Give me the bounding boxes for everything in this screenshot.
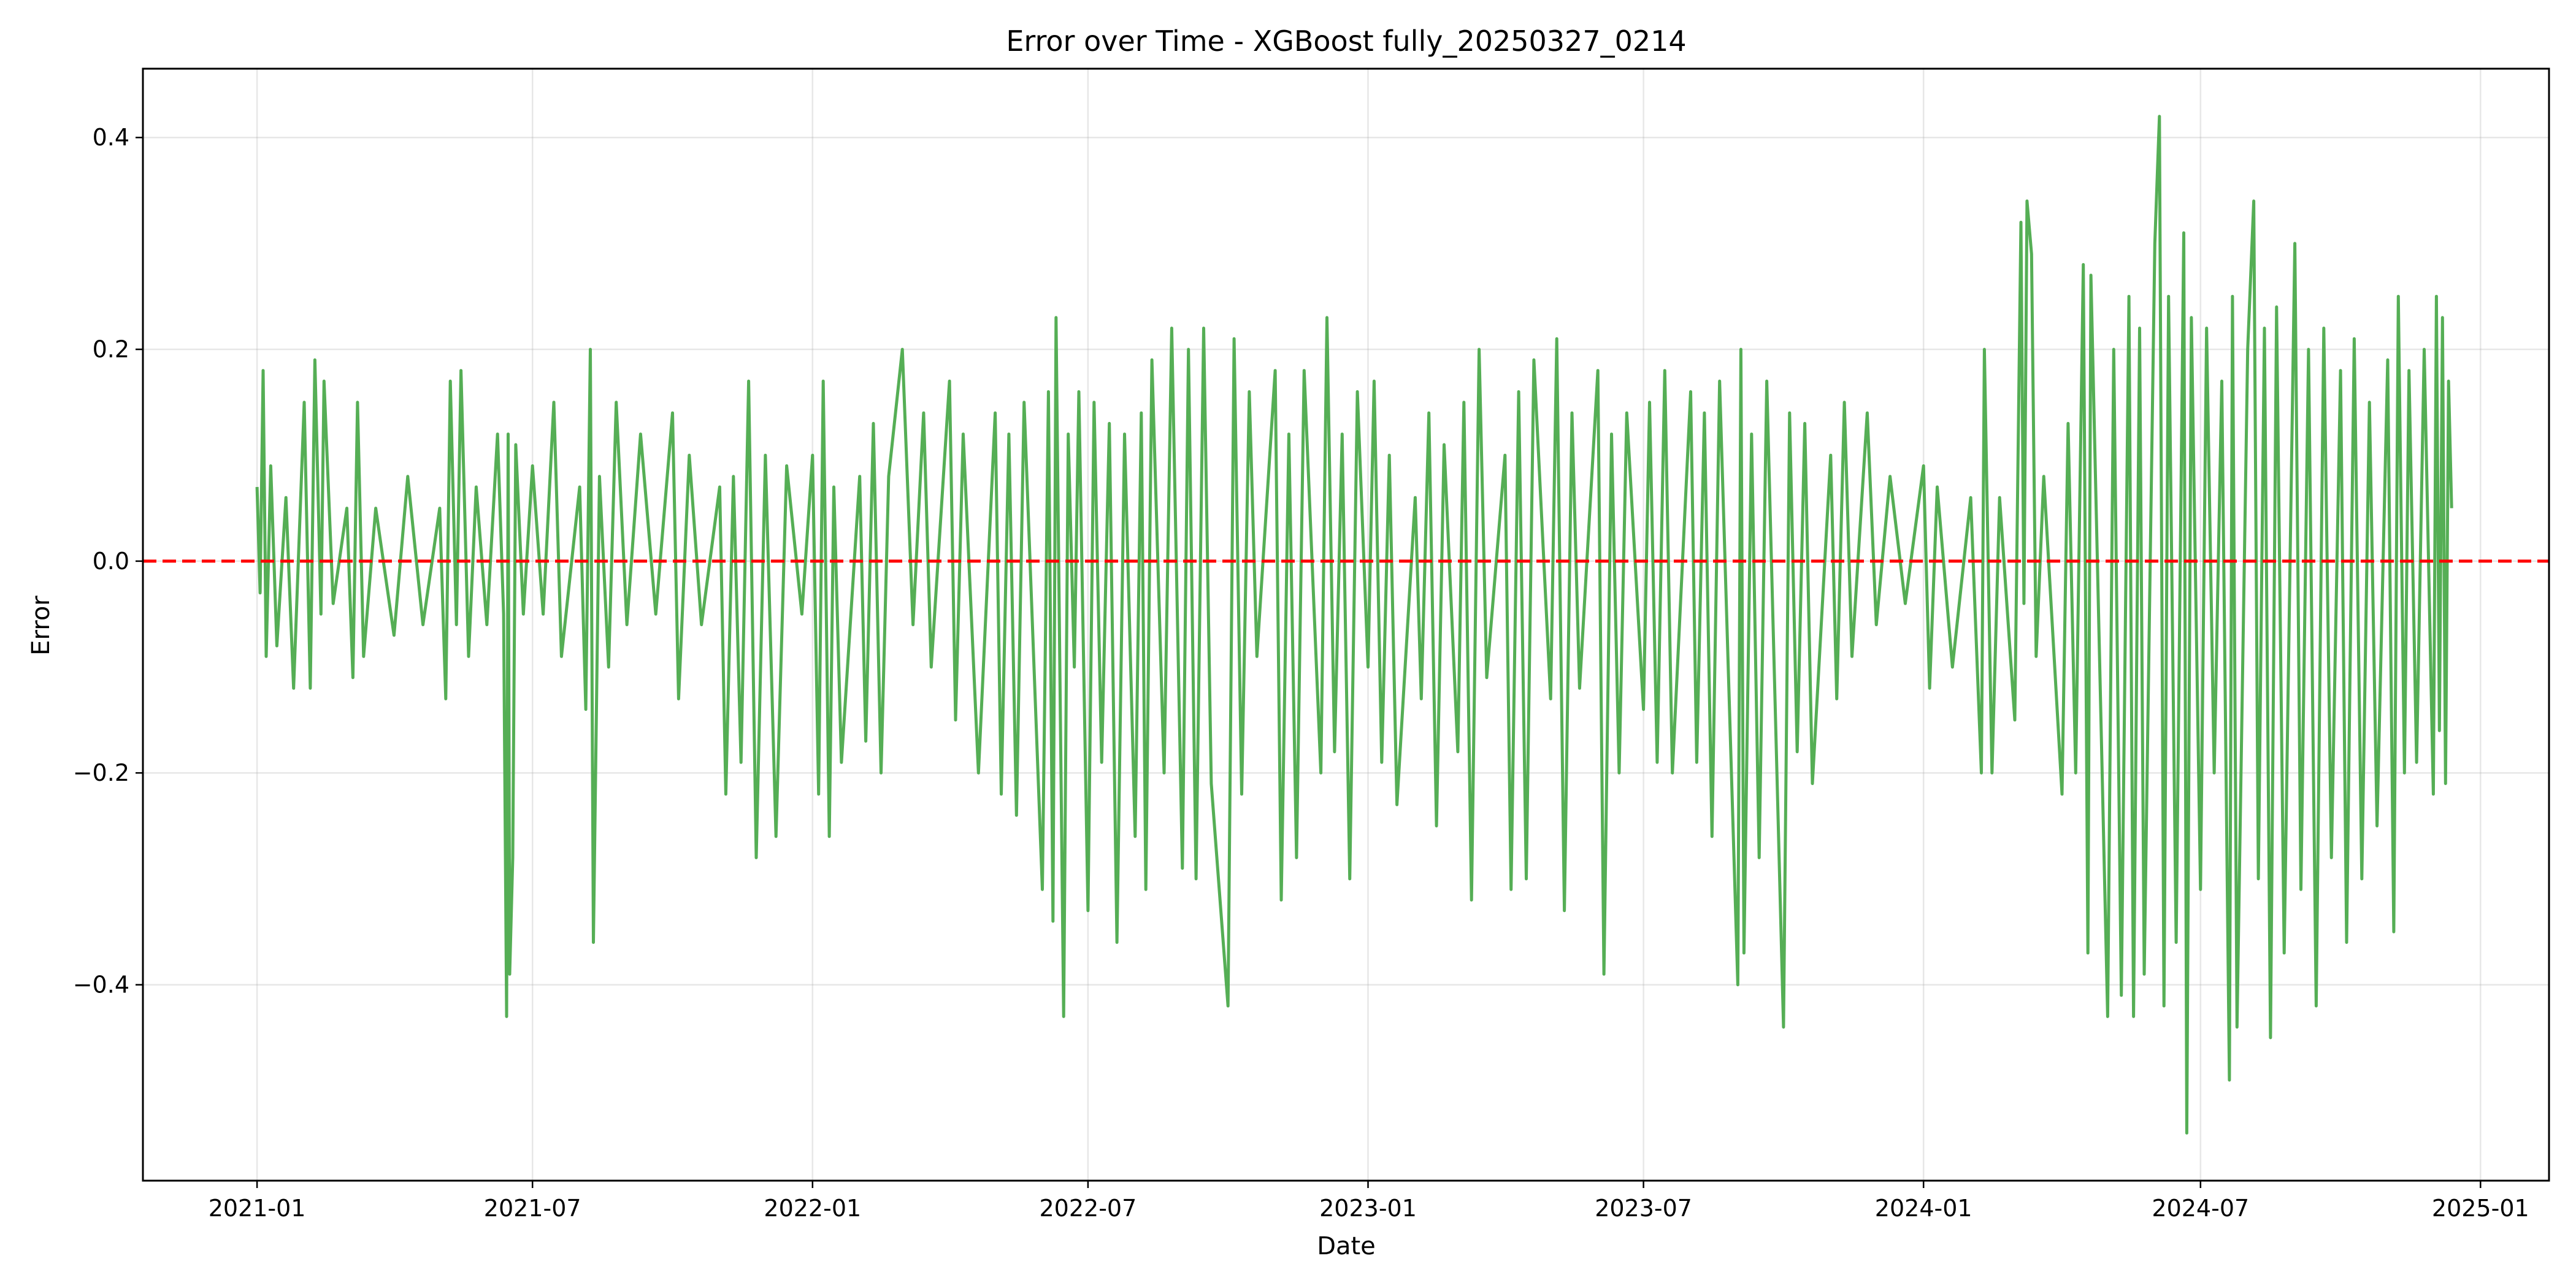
plot-area [143, 115, 2549, 1135]
x-tick-label: 2021-07 [484, 1195, 581, 1222]
x-tick-label: 2024-07 [2152, 1195, 2249, 1222]
x-tick-label: 2024-01 [1875, 1195, 1972, 1222]
y-axis: 0.4 0.2 0.0 −0.2 −0.4 [73, 124, 143, 999]
chart-title: Error over Time - XGBoost fully_20250327… [1006, 25, 1686, 58]
plot-frame [142, 67, 2550, 1182]
x-tick-label: 2025-01 [2432, 1195, 2529, 1222]
x-axis-label: Date [1317, 1232, 1376, 1260]
x-tick-label: 2023-01 [1319, 1195, 1417, 1222]
y-tick-label: 0.0 [93, 548, 129, 575]
error-series-line [255, 115, 2453, 1135]
x-tick-label: 2021-01 [209, 1195, 306, 1222]
y-tick-label: −0.2 [73, 759, 129, 786]
x-axis: 2021-01 2021-07 2022-01 2022-07 2023-01 2023-… [209, 1181, 2529, 1222]
y-tick-label: 0.2 [93, 336, 129, 363]
x-tick-label: 2022-01 [764, 1195, 861, 1222]
y-tick-label: 0.4 [93, 124, 129, 151]
y-axis-label: Error [27, 596, 55, 656]
y-tick-label: −0.4 [73, 972, 129, 999]
x-tick-label: 2022-07 [1040, 1195, 1137, 1222]
x-tick-label: 2023-07 [1595, 1195, 1692, 1222]
